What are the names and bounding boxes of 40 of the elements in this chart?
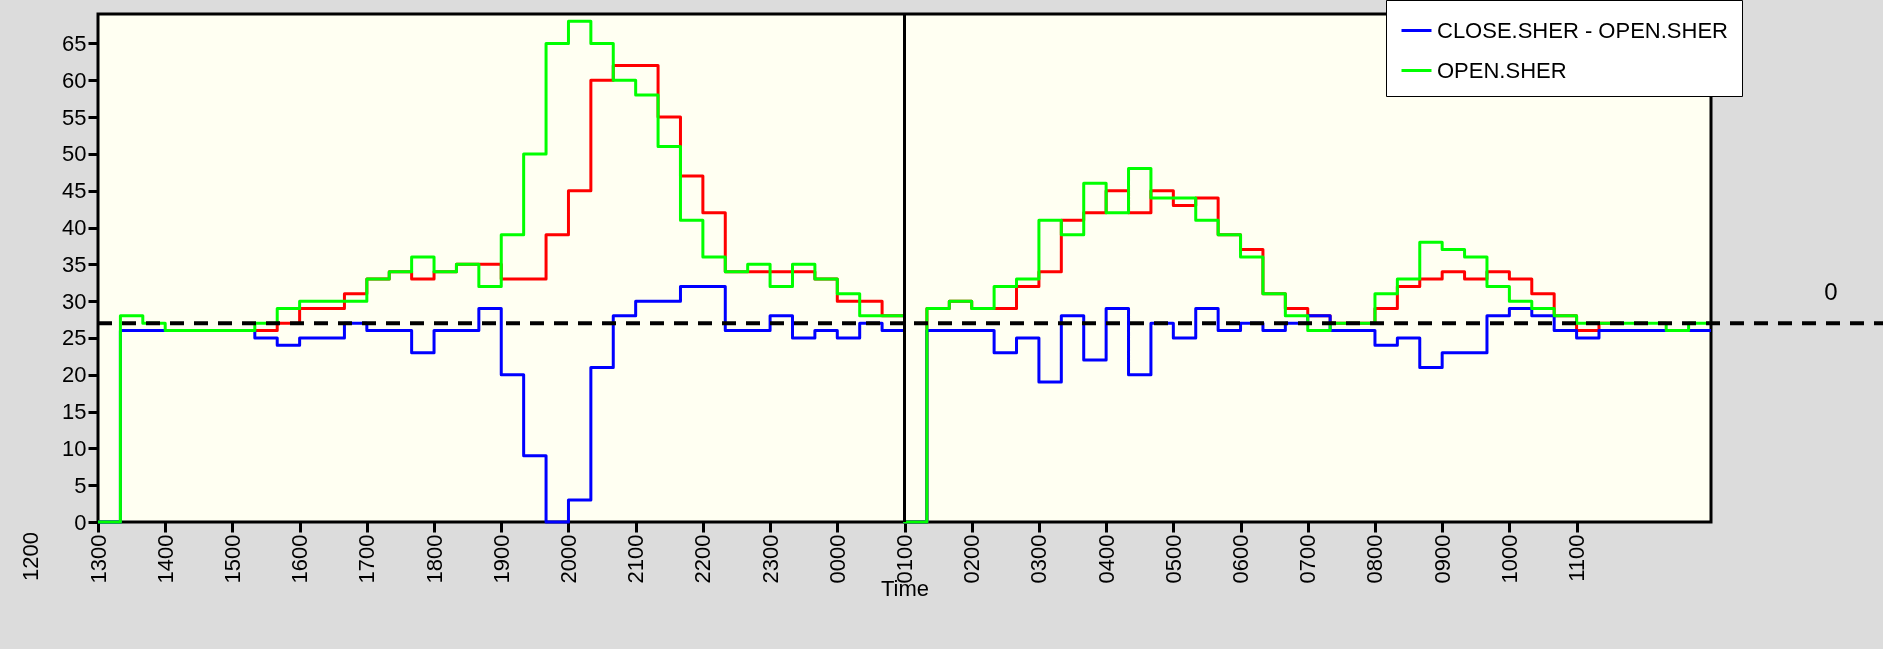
x-tick-label: 2200: [690, 534, 716, 584]
x-tick-label: 1900: [488, 534, 514, 584]
x-tick-label: 2300: [757, 534, 783, 584]
x-tick-label: 0500: [1160, 534, 1186, 584]
x-tick-label: 0000: [824, 534, 850, 584]
x-tick-label: 0200: [959, 534, 985, 584]
x-tick-label: 2000: [555, 534, 581, 584]
x-tick-label: 0800: [1362, 534, 1388, 584]
y-tick-label: 35: [62, 251, 87, 277]
y-tick-label: 20: [62, 362, 87, 388]
y-tick-label: 55: [62, 104, 87, 130]
y-tick-label: 15: [62, 399, 87, 425]
x-tick-label: 2100: [623, 534, 649, 584]
x-tick-label: 0700: [1295, 534, 1321, 584]
legend-label: OPEN.SHER: [1437, 57, 1567, 83]
x-tick-label: 1800: [421, 534, 447, 584]
y-tick-label: 65: [62, 30, 87, 56]
x-tick-label: 1700: [354, 534, 380, 584]
y-tick-label: 60: [62, 67, 87, 93]
y-tick-label: 30: [62, 288, 87, 314]
y-tick-label: 40: [62, 215, 87, 241]
y-tick-label: 50: [62, 141, 87, 167]
x-tick-label: 1100: [1564, 534, 1590, 582]
x-tick-label: 1300: [85, 534, 111, 584]
text: 1200: [18, 532, 43, 581]
y-tick-label: 0: [74, 509, 87, 535]
x-tick-label: 0400: [1093, 534, 1119, 584]
x-tick-label: 1500: [219, 534, 245, 584]
y-tick-label: 45: [62, 178, 87, 204]
x-tick-label: 0300: [1026, 534, 1052, 584]
y-tick-label: 25: [62, 325, 87, 351]
legend-label: CLOSE.SHER - OPEN.SHER: [1437, 17, 1728, 43]
x-tick-label: 1600: [287, 534, 313, 584]
x-tick-label: 1000: [1496, 534, 1522, 584]
x-tick-label: 1400: [152, 534, 178, 584]
y-tick-label: 10: [62, 435, 87, 461]
y-tick-label: 5: [74, 472, 87, 498]
annotation: 0: [1824, 278, 1838, 306]
x-tick-label: 0600: [1228, 534, 1254, 584]
x-tick-label: 0900: [1429, 534, 1455, 584]
